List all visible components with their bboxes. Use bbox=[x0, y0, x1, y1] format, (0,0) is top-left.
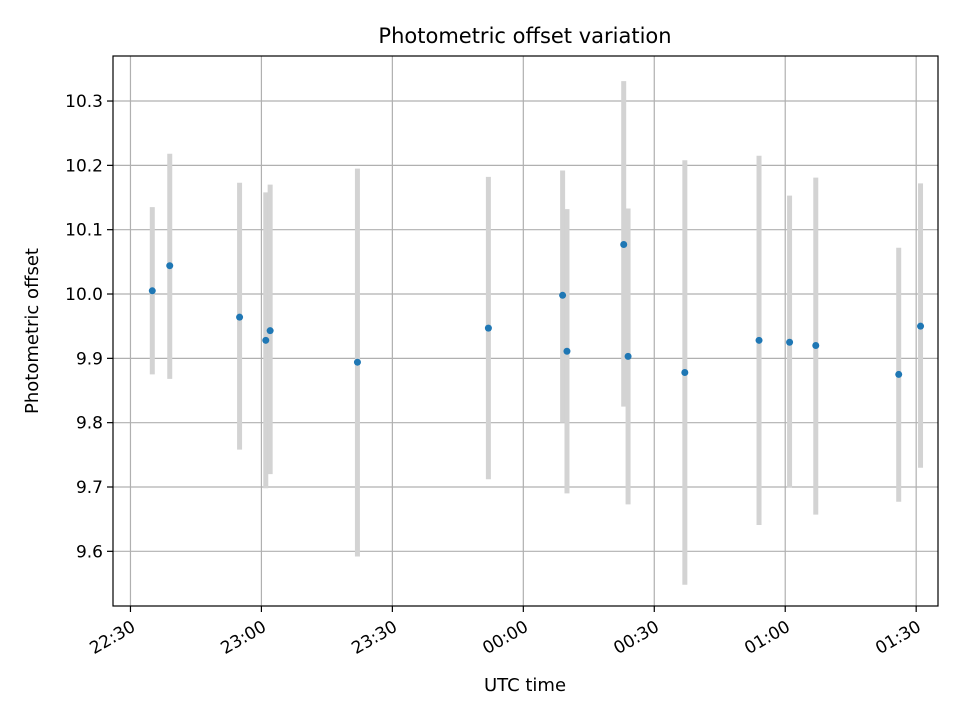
data-point bbox=[166, 262, 174, 270]
data-point bbox=[620, 240, 628, 248]
y-tick-label: 9.8 bbox=[76, 414, 103, 434]
y-axis-title: Photometric offset bbox=[22, 248, 43, 414]
y-tick-label: 10.2 bbox=[65, 156, 103, 176]
x-axis-title: UTC time bbox=[484, 675, 566, 696]
data-point bbox=[266, 327, 274, 335]
data-point bbox=[563, 347, 571, 355]
data-point bbox=[895, 370, 903, 378]
data-point bbox=[559, 291, 567, 299]
data-point bbox=[624, 352, 632, 360]
data-point bbox=[786, 338, 794, 346]
y-tick-label: 10.0 bbox=[65, 285, 103, 305]
y-tick-label: 9.9 bbox=[76, 349, 103, 369]
plot-area-frame bbox=[112, 55, 939, 607]
y-tick-label: 10.1 bbox=[65, 221, 103, 241]
grid bbox=[113, 56, 938, 606]
y-tick-label: 10.3 bbox=[65, 92, 103, 112]
data-point bbox=[148, 287, 156, 295]
data-point bbox=[917, 322, 925, 330]
data-point bbox=[353, 358, 361, 366]
data-point bbox=[755, 336, 763, 344]
y-tick-label: 9.7 bbox=[76, 478, 103, 498]
data-point bbox=[236, 313, 244, 321]
data-point bbox=[681, 368, 689, 376]
chart-title: Photometric offset variation bbox=[378, 24, 671, 48]
y-axis: 9.6 9.7 9.8 9.9 10.0 10.1 10.2 10.3 bbox=[65, 92, 113, 562]
data-point bbox=[484, 324, 492, 332]
data-points bbox=[148, 240, 925, 378]
data-point bbox=[812, 341, 820, 349]
y-tick-label: 9.6 bbox=[76, 542, 103, 562]
data-point bbox=[262, 336, 270, 344]
